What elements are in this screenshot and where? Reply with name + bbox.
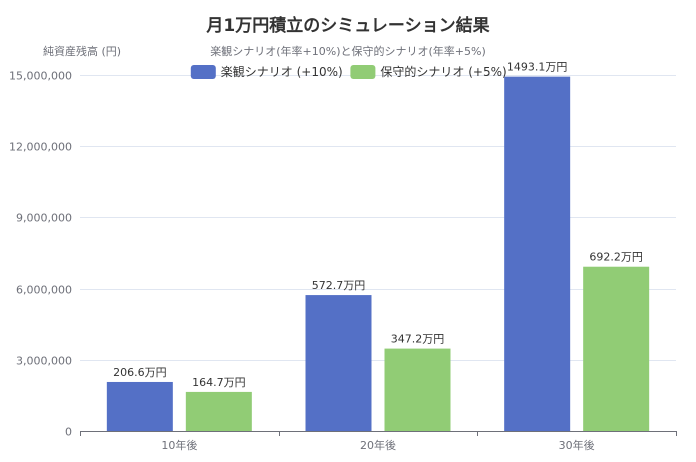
bars [106,76,650,431]
legend-swatch [190,65,216,79]
grid-lines [80,75,676,361]
y-tick-label: 12,000,000 [9,141,72,154]
y-tick-label: 15,000,000 [9,70,72,83]
data-label: 692.2万円 [589,251,643,264]
x-tick-label: 20年後 [360,438,396,452]
bar [583,266,650,431]
x-tick-label: 30年後 [559,438,595,452]
bar [504,76,571,431]
legend-label: 楽観シナリオ (+10%) [221,65,343,79]
legend-swatch [350,65,376,79]
data-label: 206.6万円 [113,366,167,379]
data-label: 1493.1万円 [507,61,568,74]
data-labels: 206.6万円 572.7万円 1493.1万円 164.7万円 347.2万円 692.… [113,61,643,389]
y-tick-label: 3,000,000 [16,355,72,368]
y-tick-label: 6,000,000 [16,284,72,297]
y-axis-ticks: 0 3,000,000 6,000,000 9,000,000 12,000,000 15… [9,70,72,439]
chart-title: 月1万円積立のシミュレーション結果 [205,15,489,36]
data-label: 164.7万円 [192,376,246,389]
y-tick-label: 9,000,000 [16,212,72,225]
data-label: 572.7万円 [312,279,366,292]
legend-item[interactable]: 保守的シナリオ (+5%) [350,64,507,79]
legend-label: 保守的シナリオ (+5%) [380,64,506,79]
chart-subtitle: 楽観シナリオ(年率+10%)と保守的シナリオ(年率+5%) [210,44,486,58]
x-tick-label: 10年後 [161,438,197,452]
data-label: 347.2万円 [391,333,445,346]
legend-item[interactable]: 楽観シナリオ (+10%) [190,65,343,79]
x-axis: 10年後 20年後 30年後 [80,431,677,452]
y-tick-label: 0 [65,426,72,439]
bar [106,381,173,431]
bar [185,391,252,431]
y-axis-label: 純資産残高 (円) [43,44,121,58]
bar [305,295,372,431]
legend[interactable]: 楽観シナリオ (+10%) 保守的シナリオ (+5%) [190,64,507,79]
bar [384,348,451,431]
